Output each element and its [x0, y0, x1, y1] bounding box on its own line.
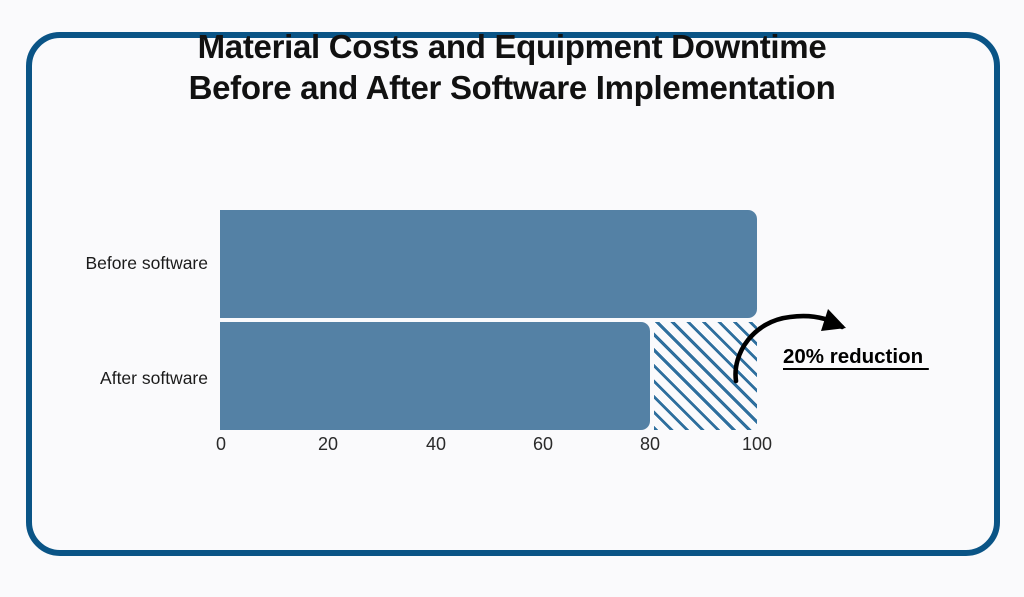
- category-label-after-software: After software: [100, 368, 208, 388]
- category-label-before-software: Before software: [85, 253, 208, 273]
- xtick-label-100: 100: [741, 434, 773, 454]
- bar-before-software: [220, 210, 757, 318]
- reduction-annotation-label: 20% reduction: [783, 345, 929, 368]
- xtick-label-0: 0: [215, 434, 226, 454]
- xtick-label-60: 60: [532, 434, 554, 454]
- chart-title: Material Costs and Equipment Downtime Be…: [188, 28, 836, 106]
- bar-after-software-reduction-hatch: [654, 322, 757, 430]
- bar-after-software: [220, 322, 650, 430]
- xtick-label-40: 40: [425, 434, 447, 454]
- xtick-label-20: 20: [317, 434, 339, 454]
- xtick-label-80: 80: [639, 434, 661, 454]
